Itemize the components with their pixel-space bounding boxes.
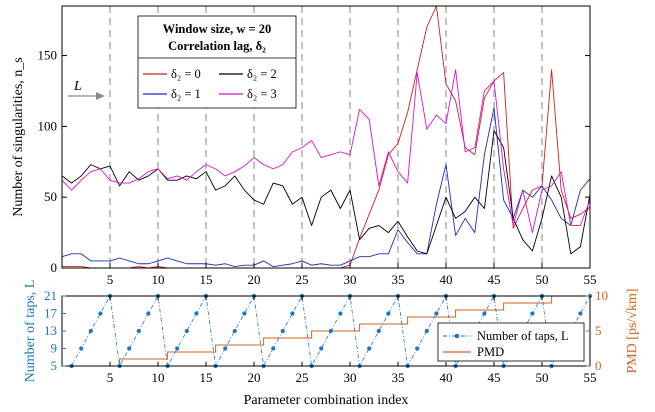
bottom-right-y-tick-label: 5 [595,323,602,338]
bottom-x-tick-label: 50 [536,370,549,385]
top-y-tick-label: 0 [51,260,58,275]
taps-marker [367,346,372,351]
bottom-left-y-tick-label: 17 [44,306,58,321]
taps-marker [136,328,141,334]
legend-title-2: Correlation lag, δ₂ [168,39,266,53]
top-x-tick-label: 50 [536,272,549,287]
top-x-tick-label: 35 [392,272,405,287]
taps-marker [184,328,189,334]
top-y-tick-label: 150 [38,48,58,63]
bottom-x-tick-label: 10 [152,370,165,385]
taps-marker [98,311,103,316]
top-x-tick-label: 20 [248,272,261,287]
taps-marker [88,328,93,334]
legend-label-delta2: δ₂ = 2 [247,67,277,81]
taps-marker [386,311,391,316]
taps-marker [530,311,535,316]
bottom-legend-box [437,322,585,362]
bottom-left-y-label: Number of taps, L [23,280,38,383]
legend-label-delta0: δ₂ = 0 [171,67,201,81]
annotation-label: L [73,79,82,94]
taps-marker [328,328,333,334]
taps-marker [146,311,151,316]
top-x-tick-label: 40 [440,272,453,287]
top-x-tick-label: 55 [584,272,597,287]
taps-marker [232,328,237,334]
bottom-left-y-tick-label: 9 [51,341,58,356]
series-line-delta2 [61,130,591,255]
bottom-right-y-tick-label: 10 [595,288,608,303]
taps-marker [578,311,583,316]
taps-marker [280,328,285,334]
bottom-left-y-tick-label: 21 [44,288,57,303]
legend-label-delta1: δ₂ = 1 [171,87,201,101]
top-x-tick-label: 5 [107,272,114,287]
top-x-tick-label: 45 [488,272,501,287]
bottom-left-y-tick-label: 13 [44,323,57,338]
bottom-x-tick-label: 15 [200,370,213,385]
top-grid [109,6,543,268]
taps-marker [223,346,228,351]
taps-marker [376,328,381,334]
top-y-tick-label: 50 [44,189,57,204]
bottom-right-y-label: PMD [ps/√km] [625,288,640,373]
top-plot-frame [61,5,591,269]
bottom-left-y-tick-label: 5 [51,358,58,373]
taps-marker [175,346,180,351]
taps-marker [127,346,132,351]
bottom-x-tick-label: 5 [107,370,114,385]
taps-marker [338,311,343,316]
top-y-axis-label: Number of singularities, n_s [11,57,26,216]
bottom-right-y-tick-label: 0 [595,358,602,373]
taps-marker [79,346,84,351]
bottom-x-tick-label: 55 [584,370,597,385]
taps-marker [271,346,276,351]
taps-marker [415,346,420,351]
bottom-x-tick-label: 25 [296,370,309,385]
bottom-x-tick-label: 20 [248,370,261,385]
top-x-tick-label: 10 [152,272,165,287]
taps-marker [290,311,295,316]
top-x-tick-label: 15 [200,272,213,287]
bottom-x-tick-label: 35 [392,370,405,385]
top-legend: Window size, w = 20 Correlation lag, δ₂ … [137,15,297,109]
legend-swatch-taps-marker [454,333,460,339]
taps-marker [424,328,429,334]
x-axis-label: Parameter combination index [244,393,409,408]
taps-marker [242,311,247,316]
top-y-tick-label: 100 [38,118,58,133]
l-arrow-annotation: L [68,79,105,100]
legend-label-delta3: δ₂ = 3 [247,87,277,101]
series-line-delta3 [61,69,591,234]
bottom-x-tick-label: 30 [344,370,357,385]
taps-marker [434,311,439,316]
taps-marker [319,346,324,351]
taps-marker [482,311,487,316]
bottom-x-tick-label: 45 [488,370,501,385]
legend-label-pmd: PMD [477,345,504,359]
series-line-pmd [62,295,590,367]
series-line-delta1 [61,107,591,268]
bottom-legend: Number of taps, L PMD [437,322,585,362]
top-x-tick-label: 25 [296,272,309,287]
legend-title-1: Window size, w = 20 [163,22,272,36]
legend-box [137,15,297,109]
taps-marker [194,311,199,316]
bottom-x-tick-label: 40 [440,370,453,385]
top-x-tick-label: 30 [344,272,357,287]
top-ticks: 0 50 100 150 5 10 15 20 25 30 35 40 45 50 55 [38,48,597,287]
legend-label-taps: Number of taps, L [477,329,569,343]
arrowhead-icon [96,92,105,100]
